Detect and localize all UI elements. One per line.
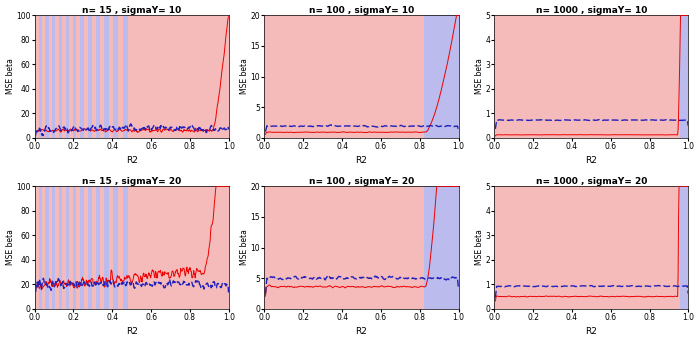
Bar [62, 15, 66, 138]
Bar [109, 186, 113, 309]
Bar [265, 15, 424, 138]
Bar [494, 15, 680, 138]
X-axis label: R2: R2 [126, 327, 138, 337]
X-axis label: R2: R2 [585, 327, 597, 337]
Bar [48, 15, 52, 138]
X-axis label: R2: R2 [356, 156, 368, 166]
Bar [34, 15, 39, 138]
Bar [42, 15, 46, 138]
Bar [69, 15, 73, 138]
Bar [100, 186, 104, 309]
Title: n= 1000 , sigmaY= 10: n= 1000 , sigmaY= 10 [536, 5, 647, 15]
Bar [424, 15, 458, 138]
Bar [62, 186, 66, 309]
Bar [76, 15, 80, 138]
Y-axis label: MSE beta: MSE beta [475, 229, 484, 265]
Title: n= 100 , sigmaY= 10: n= 100 , sigmaY= 10 [309, 5, 414, 15]
Title: n= 15 , sigmaY= 20: n= 15 , sigmaY= 20 [82, 176, 181, 186]
Y-axis label: MSE beta: MSE beta [475, 58, 484, 94]
Title: n= 1000 , sigmaY= 20: n= 1000 , sigmaY= 20 [536, 176, 647, 186]
Bar [55, 15, 59, 138]
Bar [92, 186, 96, 309]
Bar [42, 186, 46, 309]
Bar [128, 186, 229, 309]
Bar [118, 186, 123, 309]
Bar [55, 186, 59, 309]
Bar [680, 186, 689, 309]
Bar [424, 186, 458, 309]
Bar [265, 186, 424, 309]
Bar [92, 15, 96, 138]
Title: n= 100 , sigmaY= 20: n= 100 , sigmaY= 20 [309, 176, 414, 186]
Y-axis label: MSE beta: MSE beta [6, 229, 15, 265]
Bar [100, 15, 104, 138]
Bar [34, 186, 39, 309]
Y-axis label: MSE beta: MSE beta [6, 58, 15, 94]
Bar [109, 15, 113, 138]
Title: n= 15 , sigmaY= 10: n= 15 , sigmaY= 10 [82, 5, 181, 15]
X-axis label: R2: R2 [585, 156, 597, 166]
Bar [128, 15, 229, 138]
Bar [84, 186, 88, 309]
Bar [76, 186, 80, 309]
Y-axis label: MSE beta: MSE beta [240, 58, 249, 94]
Bar [84, 15, 88, 138]
X-axis label: R2: R2 [356, 327, 368, 337]
Bar [48, 186, 52, 309]
X-axis label: R2: R2 [126, 156, 138, 166]
Bar [680, 15, 689, 138]
Bar [494, 186, 680, 309]
Bar [118, 15, 123, 138]
Y-axis label: MSE beta: MSE beta [240, 229, 249, 265]
Bar [69, 186, 73, 309]
